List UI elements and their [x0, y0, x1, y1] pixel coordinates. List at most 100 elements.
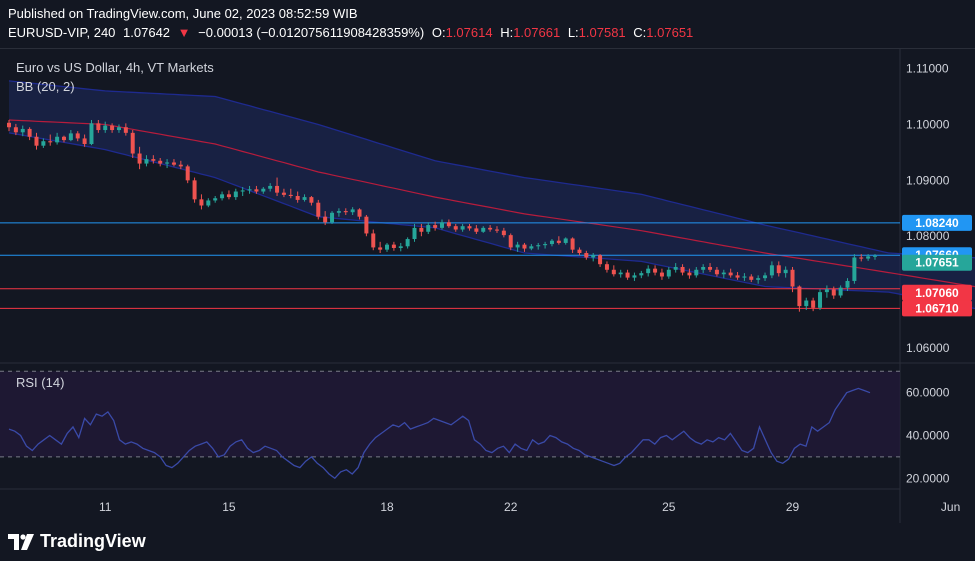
time-tick-label: Jun [941, 500, 960, 514]
candle-body [873, 255, 877, 257]
symbol-label[interactable]: EURUSD-VIP, 240 [8, 25, 116, 40]
candle [68, 130, 73, 142]
candle [852, 254, 857, 284]
candle [288, 188, 293, 199]
candle [220, 191, 225, 201]
candle [103, 121, 108, 133]
candle [247, 185, 252, 194]
low-label: L: [567, 25, 579, 40]
bb-upper-line [8, 80, 975, 259]
chart-frame[interactable]: 1.11000 1.10000 1.09000 1.08000 1.06000 60.00… [0, 48, 975, 524]
candle-body [776, 265, 781, 274]
candle-body [316, 202, 321, 217]
candle-body [653, 268, 658, 273]
candle-body [378, 247, 383, 250]
candle [611, 265, 616, 277]
candle-body [742, 276, 747, 278]
candle [680, 264, 685, 276]
header-bar: Published on TradingView.com, June 02, 2… [0, 0, 975, 48]
candle-body [446, 222, 451, 227]
candle-body [694, 269, 699, 276]
rsi-tick-label: 60.0000 [906, 386, 950, 400]
candle-body [75, 133, 80, 139]
time-tick-label: 15 [222, 500, 236, 514]
candle [494, 226, 499, 233]
candle-body [89, 123, 94, 145]
candle [34, 132, 39, 150]
candle-body [838, 287, 843, 296]
candle-body [165, 162, 170, 164]
candle [790, 266, 795, 293]
candle-body [41, 141, 46, 146]
bb-fill [9, 80, 975, 309]
candle [75, 131, 80, 142]
candle-body [364, 216, 369, 234]
candle [474, 225, 479, 235]
rsi-legend[interactable]: RSI (14) [16, 375, 65, 390]
candle-body [474, 228, 479, 232]
candle [240, 187, 245, 196]
candle [873, 254, 877, 260]
candle-body [130, 132, 135, 154]
candle [618, 269, 623, 278]
candle-body [818, 292, 823, 308]
candle-body [790, 269, 795, 287]
candle-body [405, 239, 410, 247]
candle-body [398, 246, 403, 248]
candle-body [116, 127, 121, 131]
candle [206, 198, 211, 208]
candle [563, 237, 568, 245]
time-tick-label: 29 [786, 500, 800, 514]
candle [323, 211, 328, 226]
candle [763, 272, 768, 281]
candle-body [625, 272, 630, 278]
candle [598, 254, 603, 267]
candle-body [515, 244, 520, 248]
chart-title[interactable]: Euro vs US Dollar, 4h, VT Markets [16, 60, 214, 75]
candle [178, 160, 183, 170]
candle [467, 223, 472, 231]
candle [735, 272, 740, 280]
candle-body [330, 212, 335, 223]
last-price-badge: 1.07651 [915, 256, 959, 270]
candle [96, 119, 101, 133]
bb-legend[interactable]: BB (20, 2) [16, 79, 75, 94]
close-label: C: [633, 25, 647, 40]
candle [556, 236, 561, 245]
candle [804, 297, 809, 311]
candle-body [632, 275, 637, 278]
candle [687, 268, 692, 279]
candle-body [185, 166, 190, 181]
candle-body [254, 189, 259, 192]
candle [116, 124, 121, 133]
candle-body [220, 194, 225, 199]
candle [522, 242, 527, 252]
ohlc-line: EURUSD-VIP, 240 1.07642 ▼ −0.00013 (−0.0… [8, 25, 693, 40]
candle-body [391, 244, 396, 248]
candle [82, 134, 87, 147]
candle [604, 261, 609, 273]
candle [488, 225, 493, 232]
candle-body [206, 200, 211, 206]
candle-body [61, 136, 66, 141]
candle-body [831, 289, 836, 296]
candle-body [659, 272, 664, 277]
candle [859, 254, 864, 262]
candle [419, 223, 424, 237]
candle-body [852, 257, 857, 281]
chart-canvas[interactable]: 1.11000 1.10000 1.09000 1.08000 1.06000 60.00… [0, 49, 975, 524]
candle [584, 250, 589, 260]
candle-body [522, 244, 527, 249]
candle [295, 191, 300, 203]
candle-body [453, 226, 458, 230]
candle [653, 265, 658, 276]
tradingview-logo[interactable]: TradingView [8, 531, 146, 552]
candle-body [357, 209, 362, 217]
candle [391, 241, 396, 251]
candle [776, 261, 781, 277]
candle-body [137, 153, 142, 164]
candle [27, 127, 32, 141]
bb-basis-line [8, 119, 975, 288]
price-tick-label: 1.09000 [906, 173, 950, 187]
candle-body [618, 272, 623, 275]
